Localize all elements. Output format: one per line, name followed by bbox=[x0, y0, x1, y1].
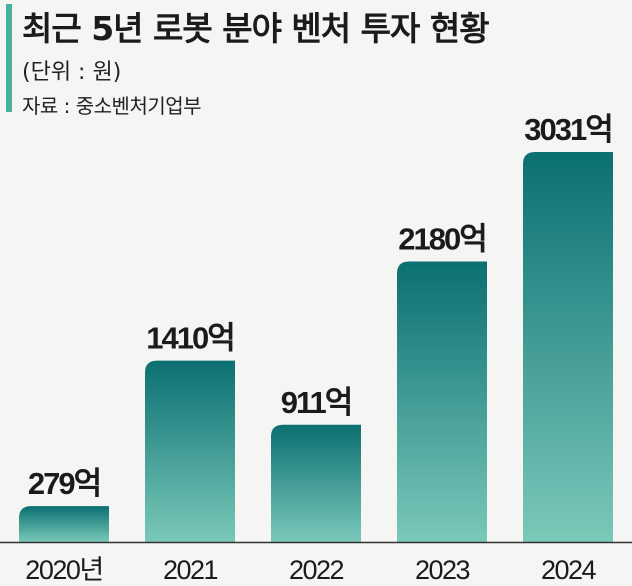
source-note: 자료 : 중소벤처기업부 bbox=[22, 94, 202, 118]
data-label: 279억 bbox=[28, 466, 100, 501]
bars-group bbox=[19, 152, 613, 542]
x-tick-label: 2024 bbox=[541, 555, 597, 585]
x-tick-label: 2020년 bbox=[25, 555, 102, 585]
bar-2020년 bbox=[19, 506, 109, 542]
chart-title: 최근 5년 로봇 분야 벤처 투자 현황 bbox=[22, 9, 490, 48]
bar-2024 bbox=[523, 152, 613, 542]
data-labels-group: 279억 1410억 911억 2180억 3031억 bbox=[28, 112, 614, 501]
data-label: 3031억 bbox=[524, 112, 611, 147]
x-tick-labels-group: 2020년 2021 2022 2023 2024 bbox=[25, 555, 598, 585]
unit-note: (단위 : 원) bbox=[22, 60, 122, 85]
x-tick-label: 2023 bbox=[415, 555, 470, 585]
title-accent-bar bbox=[6, 4, 12, 112]
data-label: 911억 bbox=[281, 385, 352, 420]
bar-2022 bbox=[271, 424, 361, 542]
x-tick-label: 2021 bbox=[163, 555, 218, 585]
data-label: 1410억 bbox=[146, 321, 233, 356]
bar-2021 bbox=[145, 360, 235, 542]
bar-2023 bbox=[397, 261, 487, 542]
data-label: 2180억 bbox=[398, 221, 485, 256]
x-tick-label: 2022 bbox=[289, 555, 344, 585]
